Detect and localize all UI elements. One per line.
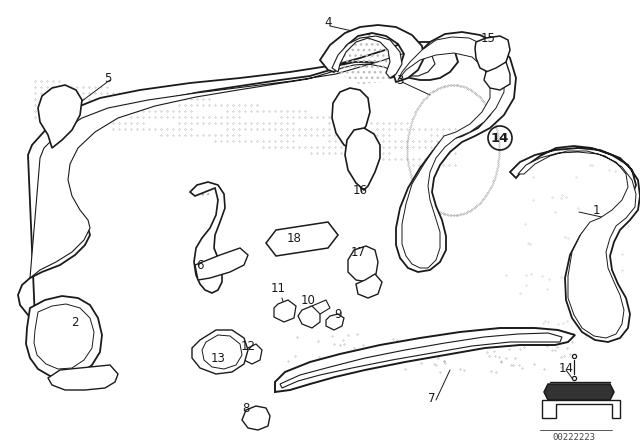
- Polygon shape: [275, 328, 575, 392]
- Polygon shape: [345, 128, 380, 190]
- Text: 7: 7: [428, 392, 436, 405]
- Polygon shape: [202, 335, 242, 369]
- Text: 14: 14: [491, 132, 509, 145]
- Text: 11: 11: [271, 281, 285, 294]
- Text: 5: 5: [104, 72, 112, 85]
- Polygon shape: [190, 182, 225, 293]
- Polygon shape: [195, 248, 248, 280]
- Polygon shape: [326, 314, 344, 330]
- Polygon shape: [484, 62, 510, 90]
- Polygon shape: [544, 384, 614, 400]
- Polygon shape: [518, 151, 636, 338]
- Polygon shape: [18, 42, 458, 320]
- Polygon shape: [192, 330, 248, 374]
- Text: 14: 14: [559, 362, 573, 375]
- Polygon shape: [332, 88, 370, 148]
- Polygon shape: [280, 333, 562, 388]
- Text: 2: 2: [71, 315, 79, 328]
- Polygon shape: [34, 304, 94, 369]
- Polygon shape: [26, 296, 102, 378]
- Polygon shape: [348, 246, 378, 282]
- Polygon shape: [510, 146, 640, 342]
- Polygon shape: [312, 300, 330, 314]
- Polygon shape: [332, 36, 402, 78]
- Polygon shape: [274, 300, 296, 322]
- Polygon shape: [30, 52, 435, 278]
- Polygon shape: [242, 406, 270, 430]
- Polygon shape: [38, 85, 82, 148]
- Polygon shape: [398, 37, 504, 268]
- Text: 8: 8: [243, 401, 250, 414]
- Text: 10: 10: [301, 293, 316, 306]
- Text: 1: 1: [592, 203, 600, 216]
- Text: 15: 15: [481, 31, 495, 44]
- Polygon shape: [244, 344, 262, 364]
- Text: 18: 18: [287, 232, 301, 245]
- Polygon shape: [356, 274, 382, 298]
- Text: 3: 3: [396, 73, 404, 86]
- Polygon shape: [298, 306, 320, 328]
- Polygon shape: [320, 25, 424, 82]
- Polygon shape: [48, 365, 118, 390]
- Text: 4: 4: [324, 16, 332, 29]
- Text: 16: 16: [353, 184, 367, 197]
- Text: 13: 13: [211, 352, 225, 365]
- Polygon shape: [266, 222, 338, 256]
- Text: 9: 9: [334, 307, 342, 320]
- Text: 17: 17: [351, 246, 365, 258]
- Text: 6: 6: [196, 258, 204, 271]
- Text: 12: 12: [241, 340, 255, 353]
- Polygon shape: [542, 400, 620, 418]
- Polygon shape: [390, 32, 516, 272]
- Text: 00222223: 00222223: [552, 432, 595, 441]
- Polygon shape: [475, 36, 510, 72]
